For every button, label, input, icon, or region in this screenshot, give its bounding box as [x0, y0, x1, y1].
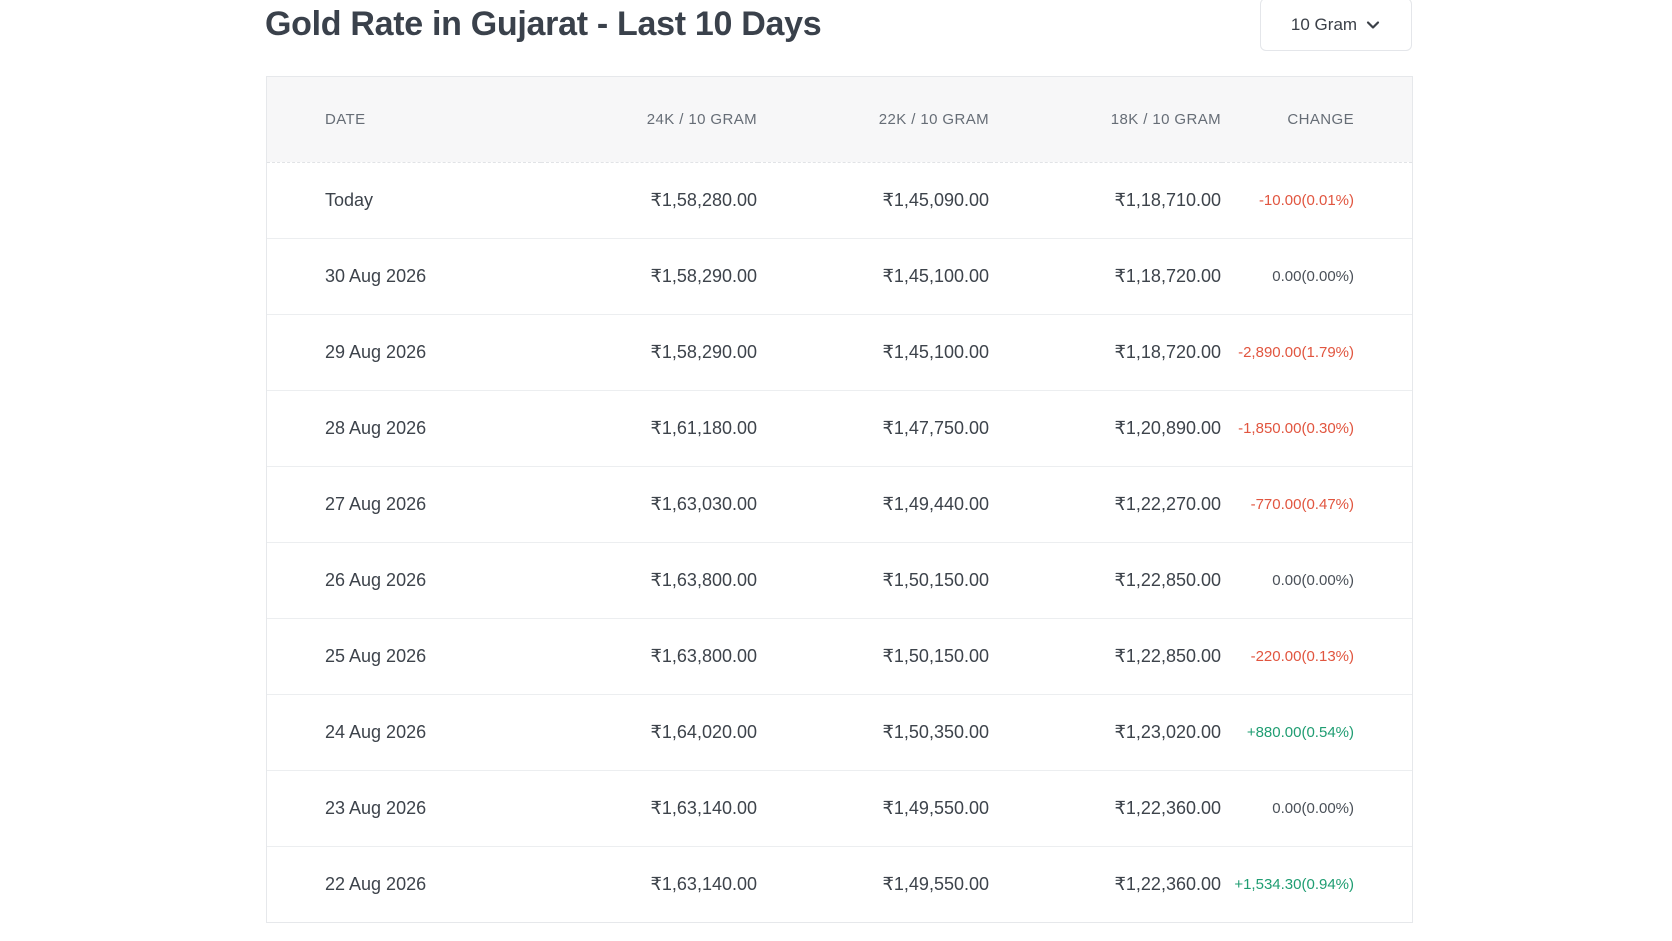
price-18k-cell: ₹1,22,850.00 — [1114, 569, 1221, 590]
price-18k-cell: ₹1,22,360.00 — [1114, 873, 1221, 894]
change-cell: -770.00(0.47%) — [1250, 495, 1354, 513]
price-24k-cell: ₹1,63,030.00 — [650, 493, 757, 514]
price-24k-cell: ₹1,58,290.00 — [650, 341, 757, 362]
table-row: 27 Aug 2026 ₹1,63,030.00 ₹1,49,440.00 ₹1,22… — [267, 466, 1412, 542]
change-cell: +880.00(0.54%) — [1246, 723, 1354, 741]
price-18k-cell: ₹1,23,020.00 — [1114, 721, 1221, 742]
change-cell: -2,890.00(1.79%) — [1238, 343, 1354, 361]
date-cell: 22 Aug 2026 — [325, 873, 427, 894]
price-18k-cell: ₹1,18,720.00 — [1114, 265, 1221, 286]
price-18k-cell: ₹1,22,360.00 — [1114, 797, 1221, 818]
price-18k-cell: ₹1,20,890.00 — [1114, 417, 1221, 438]
change-cell: -1,850.00(0.30%) — [1238, 419, 1354, 437]
price-24k-cell: ₹1,63,140.00 — [650, 797, 757, 818]
price-24k-cell: ₹1,64,020.00 — [650, 721, 757, 742]
table-row: 24 Aug 2026 ₹1,64,020.00 ₹1,50,350.00 ₹1,23… — [267, 694, 1412, 770]
price-22k-cell: ₹1,50,150.00 — [882, 569, 989, 590]
table-header-row: DATE 24K / 10 GRAM 22K / 10 GRAM 18K / 1… — [267, 77, 1412, 162]
table-row: 28 Aug 2026 ₹1,61,180.00 ₹1,47,750.00 ₹1,20… — [267, 390, 1412, 466]
change-cell: 0.00(0.00%) — [1272, 799, 1354, 817]
change-cell: -10.00(0.01%) — [1258, 191, 1354, 209]
price-18k-cell: ₹1,18,710.00 — [1114, 189, 1221, 210]
price-22k-cell: ₹1,45,100.00 — [882, 265, 989, 286]
price-24k-cell: ₹1,58,280.00 — [650, 189, 757, 210]
price-24k-cell: ₹1,63,800.00 — [650, 645, 757, 666]
date-cell: 29 Aug 2026 — [325, 341, 427, 362]
table-row: 25 Aug 2026 ₹1,63,800.00 ₹1,50,150.00 ₹1,22… — [267, 618, 1412, 694]
column-header-change: CHANGE — [1287, 110, 1354, 128]
table-row: 22 Aug 2026 ₹1,63,140.00 ₹1,49,550.00 ₹1,22… — [267, 846, 1412, 922]
change-cell: 0.00(0.00%) — [1272, 571, 1354, 589]
price-24k-cell: ₹1,61,180.00 — [650, 417, 757, 438]
gold-rate-table: DATE 24K / 10 GRAM 22K / 10 GRAM 18K / 1… — [266, 76, 1413, 923]
table-row: 30 Aug 2026 ₹1,58,290.00 ₹1,45,100.00 ₹1,18… — [267, 238, 1412, 314]
date-cell: 30 Aug 2026 — [325, 265, 427, 286]
page-title: Gold Rate in Gujarat - Last 10 Days — [265, 5, 822, 43]
price-22k-cell: ₹1,50,350.00 — [882, 721, 989, 742]
price-24k-cell: ₹1,58,290.00 — [650, 265, 757, 286]
column-header-18k: 18K / 10 GRAM — [1110, 110, 1221, 128]
price-18k-cell: ₹1,18,720.00 — [1114, 341, 1221, 362]
column-header-24k: 24K / 10 GRAM — [646, 110, 757, 128]
date-cell: 26 Aug 2026 — [325, 569, 427, 590]
date-cell: 24 Aug 2026 — [325, 721, 427, 742]
price-24k-cell: ₹1,63,140.00 — [650, 873, 757, 894]
date-cell: 27 Aug 2026 — [325, 493, 427, 514]
price-22k-cell: ₹1,47,750.00 — [882, 417, 989, 438]
price-22k-cell: ₹1,50,150.00 — [882, 645, 989, 666]
date-cell: 28 Aug 2026 — [325, 417, 427, 438]
price-22k-cell: ₹1,45,100.00 — [882, 341, 989, 362]
table-row: Today ₹1,58,280.00 ₹1,45,090.00 ₹1,18,710.0… — [267, 162, 1412, 238]
table-row: 26 Aug 2026 ₹1,63,800.00 ₹1,50,150.00 ₹1,22… — [267, 542, 1412, 618]
price-18k-cell: ₹1,22,850.00 — [1114, 645, 1221, 666]
change-cell: +1,534.30(0.94%) — [1234, 875, 1354, 893]
date-cell: Today — [325, 189, 374, 210]
date-cell: 25 Aug 2026 — [325, 645, 427, 666]
date-cell: 23 Aug 2026 — [325, 797, 427, 818]
column-header-date: DATE — [325, 110, 366, 128]
price-22k-cell: ₹1,49,550.00 — [882, 797, 989, 818]
price-22k-cell: ₹1,49,440.00 — [882, 493, 989, 514]
change-cell: -220.00(0.13%) — [1250, 647, 1354, 665]
table-row: 23 Aug 2026 ₹1,63,140.00 ₹1,49,550.00 ₹1,22… — [267, 770, 1412, 846]
price-24k-cell: ₹1,63,800.00 — [650, 569, 757, 590]
table-row: 29 Aug 2026 ₹1,58,290.00 ₹1,45,100.00 ₹1,18… — [267, 314, 1412, 390]
price-22k-cell: ₹1,45,090.00 — [882, 189, 989, 210]
price-22k-cell: ₹1,49,550.00 — [882, 873, 989, 894]
unit-select-label: 10 Gram — [1290, 14, 1358, 34]
price-18k-cell: ₹1,22,270.00 — [1114, 493, 1221, 514]
column-header-22k: 22K / 10 GRAM — [878, 110, 989, 128]
chevron-down-icon — [1365, 17, 1381, 33]
change-cell: 0.00(0.00%) — [1272, 267, 1354, 285]
unit-select-dropdown[interactable]: 10 Gram — [1260, 0, 1412, 51]
